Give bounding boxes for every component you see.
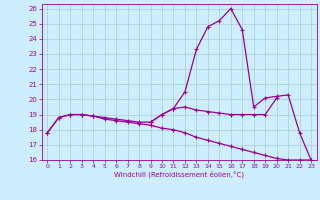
X-axis label: Windchill (Refroidissement éolien,°C): Windchill (Refroidissement éolien,°C) [114,171,244,178]
